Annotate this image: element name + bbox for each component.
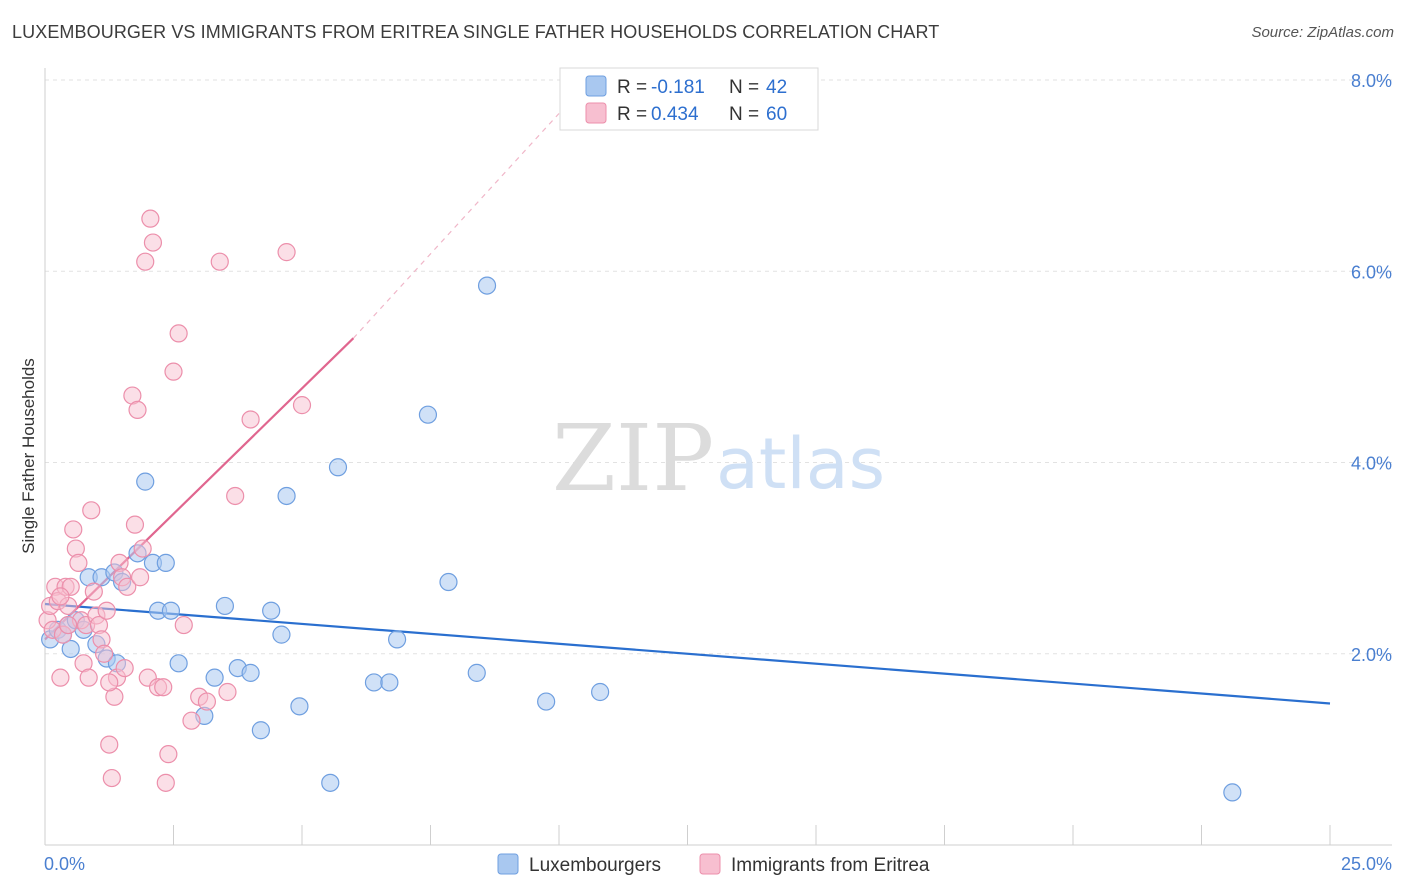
eritrea-point bbox=[51, 668, 70, 687]
bottom-legend-label-1: Luxembourgers bbox=[529, 855, 661, 876]
luxembourgers-point bbox=[61, 639, 80, 659]
eritrea-point bbox=[95, 644, 114, 663]
watermark-atlas: atlas bbox=[716, 423, 885, 505]
luxembourgers-point bbox=[262, 601, 281, 620]
luxembourgers-point bbox=[161, 601, 181, 620]
luxembourgers-point bbox=[467, 663, 486, 682]
y-tick-label: 8.0% bbox=[1351, 71, 1392, 91]
legend-r-label-2: R = bbox=[617, 104, 647, 125]
watermark-zip: ZIP bbox=[552, 405, 714, 512]
luxembourgers-point bbox=[1223, 783, 1242, 802]
y-tick-label: 6.0% bbox=[1351, 262, 1392, 282]
eritrea-point bbox=[100, 673, 119, 692]
luxembourgers-point bbox=[328, 458, 348, 477]
bottom-legend: Luxembourgers Immigrants from Eritrea bbox=[497, 853, 930, 876]
eritrea-point bbox=[141, 209, 160, 228]
bottom-legend-swatch-pink bbox=[699, 853, 721, 875]
eritrea-point bbox=[174, 615, 193, 635]
luxembourgers-point bbox=[215, 596, 234, 616]
bottom-legend-label-2: Immigrants from Eritrea bbox=[731, 855, 930, 876]
luxembourgers-point bbox=[169, 654, 188, 673]
eritrea-point bbox=[277, 243, 296, 262]
eritrea-point bbox=[136, 252, 155, 271]
eritrea-point bbox=[133, 539, 152, 558]
y-tick-label: 4.0% bbox=[1351, 454, 1392, 474]
legend-n-value-1: 42 bbox=[766, 77, 787, 98]
y-tick-label: 2.0% bbox=[1351, 645, 1392, 665]
luxembourgers-point bbox=[477, 276, 497, 295]
eritrea-point bbox=[97, 601, 116, 620]
eritrea-point bbox=[102, 768, 121, 788]
luxembourgers-point bbox=[290, 697, 309, 716]
legend-n-value-2: 60 bbox=[766, 104, 787, 125]
eritrea-point bbox=[210, 252, 229, 271]
luxembourgers-point bbox=[591, 682, 610, 702]
luxembourgers-point bbox=[205, 668, 224, 687]
eritrea-point bbox=[59, 615, 78, 635]
eritrea-point bbox=[118, 577, 137, 596]
legend-r-label-1: R = bbox=[617, 77, 647, 98]
eritrea-point bbox=[182, 711, 201, 730]
bottom-legend-swatch-blue bbox=[497, 853, 519, 875]
eritrea-point bbox=[169, 324, 188, 343]
eritrea-point bbox=[154, 678, 173, 697]
eritrea-point bbox=[164, 362, 183, 381]
legend-r-value-1: -0.181 bbox=[651, 77, 705, 98]
eritrea-point bbox=[218, 682, 237, 702]
luxembourgers-point bbox=[387, 630, 407, 649]
luxembourgers-point bbox=[380, 673, 399, 692]
legend-swatch-blue bbox=[585, 75, 607, 97]
eritrea-point bbox=[197, 692, 217, 711]
legend-box: R = -0.181 N = 42 R = 0.434 N = 60 bbox=[559, 67, 819, 131]
luxembourgers-point bbox=[537, 692, 556, 711]
eritrea-point bbox=[143, 233, 163, 252]
eritrea-point bbox=[100, 735, 119, 754]
legend-r-value-2: 0.434 bbox=[651, 104, 699, 125]
eritrea-point bbox=[79, 668, 98, 687]
eritrea-point bbox=[84, 582, 103, 601]
luxembourgers-point bbox=[272, 625, 291, 644]
luxembourgers-trendline bbox=[44, 602, 1331, 705]
luxembourgers-point bbox=[364, 673, 384, 692]
eritrea-point bbox=[292, 396, 312, 415]
eritrea-point bbox=[51, 587, 70, 606]
legend-n-label-1: N = bbox=[729, 77, 759, 98]
eritrea-point bbox=[241, 410, 260, 429]
watermark: ZIP atlas bbox=[552, 405, 885, 512]
eritrea-point bbox=[156, 773, 175, 792]
chart-title: LUXEMBOURGER VS IMMIGRANTS FROM ERITREA … bbox=[12, 22, 940, 42]
luxembourgers-point bbox=[321, 773, 340, 792]
luxembourgers-point bbox=[418, 405, 438, 424]
luxembourgers-point bbox=[251, 721, 270, 740]
x-tick-label: 0.0% bbox=[44, 854, 85, 874]
eritrea-trendline-extension bbox=[352, 113, 560, 339]
eritrea-point bbox=[226, 486, 245, 506]
eritrea-point bbox=[82, 501, 101, 520]
axis-layer: 2.0% 4.0% 6.0% 8.0% 0.0% 25.0% bbox=[44, 68, 1392, 874]
chart-source: Source: ZipAtlas.com bbox=[1251, 24, 1394, 41]
points-layer bbox=[38, 209, 1242, 802]
eritrea-point bbox=[69, 553, 88, 573]
eritrea-point bbox=[159, 745, 178, 764]
legend-swatch-pink bbox=[585, 102, 607, 124]
eritrea-point bbox=[64, 520, 83, 539]
eritrea-point bbox=[115, 658, 134, 678]
grid-layer bbox=[45, 79, 1392, 655]
eritrea-point bbox=[128, 400, 147, 420]
luxembourgers-point bbox=[156, 553, 175, 573]
luxembourgers-point bbox=[136, 472, 155, 491]
luxembourgers-point bbox=[277, 486, 296, 506]
luxembourgers-point bbox=[241, 663, 260, 682]
eritrea-point bbox=[125, 515, 145, 534]
eritrea-point bbox=[130, 568, 150, 587]
legend-n-label-2: N = bbox=[729, 104, 759, 125]
luxembourgers-point bbox=[439, 572, 458, 592]
y-axis-title: Single Father Households bbox=[19, 358, 38, 554]
x-tick-label: 25.0% bbox=[1341, 854, 1392, 874]
